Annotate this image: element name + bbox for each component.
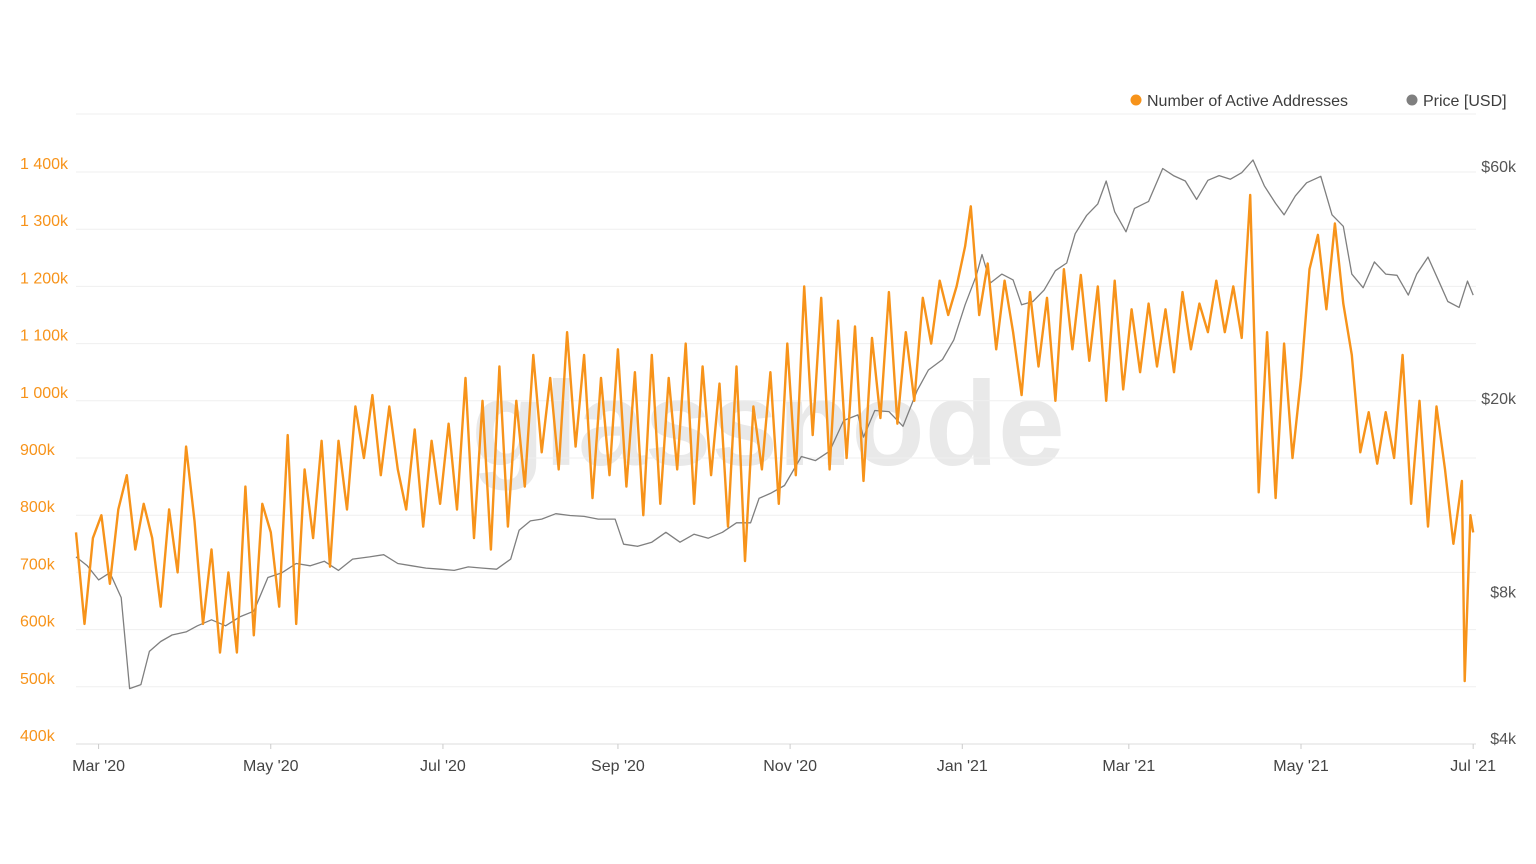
- right-tick-label: $8k: [1490, 585, 1517, 602]
- legend-dot-icon: [1406, 94, 1418, 106]
- left-tick-label: 1 000k: [20, 385, 69, 402]
- right-tick-label: $4k: [1490, 731, 1517, 748]
- left-axis: 400k 500k 600k 700k 800k 900k 1 000k 1 100k 1 20…: [20, 156, 69, 745]
- left-tick-label: 400k: [20, 728, 56, 745]
- left-tick-label: 600k: [20, 614, 56, 631]
- x-tick-label: Mar '20: [72, 758, 125, 775]
- x-tick-label: Jul '20: [420, 758, 466, 775]
- legend-label: Price [USD]: [1423, 93, 1507, 110]
- left-tick-label: 500k: [20, 671, 56, 688]
- x-tick-label: Jan '21: [937, 758, 988, 775]
- watermark: glassnode: [471, 357, 1065, 491]
- x-tick-label: Nov '20: [763, 758, 817, 775]
- x-tick-label: May '21: [1273, 758, 1329, 775]
- left-tick-label: 900k: [20, 442, 56, 459]
- x-tick-label: May '20: [243, 758, 299, 775]
- x-tick-label: Jul '21: [1450, 758, 1496, 775]
- right-axis: $4k $8k $20k $60k: [1481, 159, 1517, 748]
- x-tick-label: Mar '21: [1102, 758, 1155, 775]
- active-addresses-line[interactable]: [74, 193, 1475, 683]
- left-tick-label: 1 400k: [20, 156, 69, 173]
- legend-item-active-addresses[interactable]: Number of Active Addresses: [1130, 93, 1348, 110]
- plot-area[interactable]: [74, 159, 1475, 690]
- legend-dot-icon: [1130, 94, 1142, 106]
- legend[interactable]: Number of Active Addresses Price [USD]: [1130, 93, 1507, 110]
- left-tick-label: 1 200k: [20, 270, 69, 287]
- right-tick-label: $20k: [1481, 391, 1517, 408]
- x-axis: Mar '20 May '20 Jul '20 Sep '20 Nov '20 Jan '…: [72, 744, 1496, 775]
- left-tick-label: 1 100k: [20, 328, 69, 345]
- left-tick-label: 1 300k: [20, 213, 69, 230]
- legend-label: Number of Active Addresses: [1147, 93, 1348, 110]
- x-tick-label: Sep '20: [591, 758, 645, 775]
- right-tick-label: $60k: [1481, 159, 1517, 176]
- left-tick-label: 700k: [20, 556, 56, 573]
- legend-item-price[interactable]: Price [USD]: [1406, 93, 1507, 110]
- left-tick-label: 800k: [20, 499, 56, 516]
